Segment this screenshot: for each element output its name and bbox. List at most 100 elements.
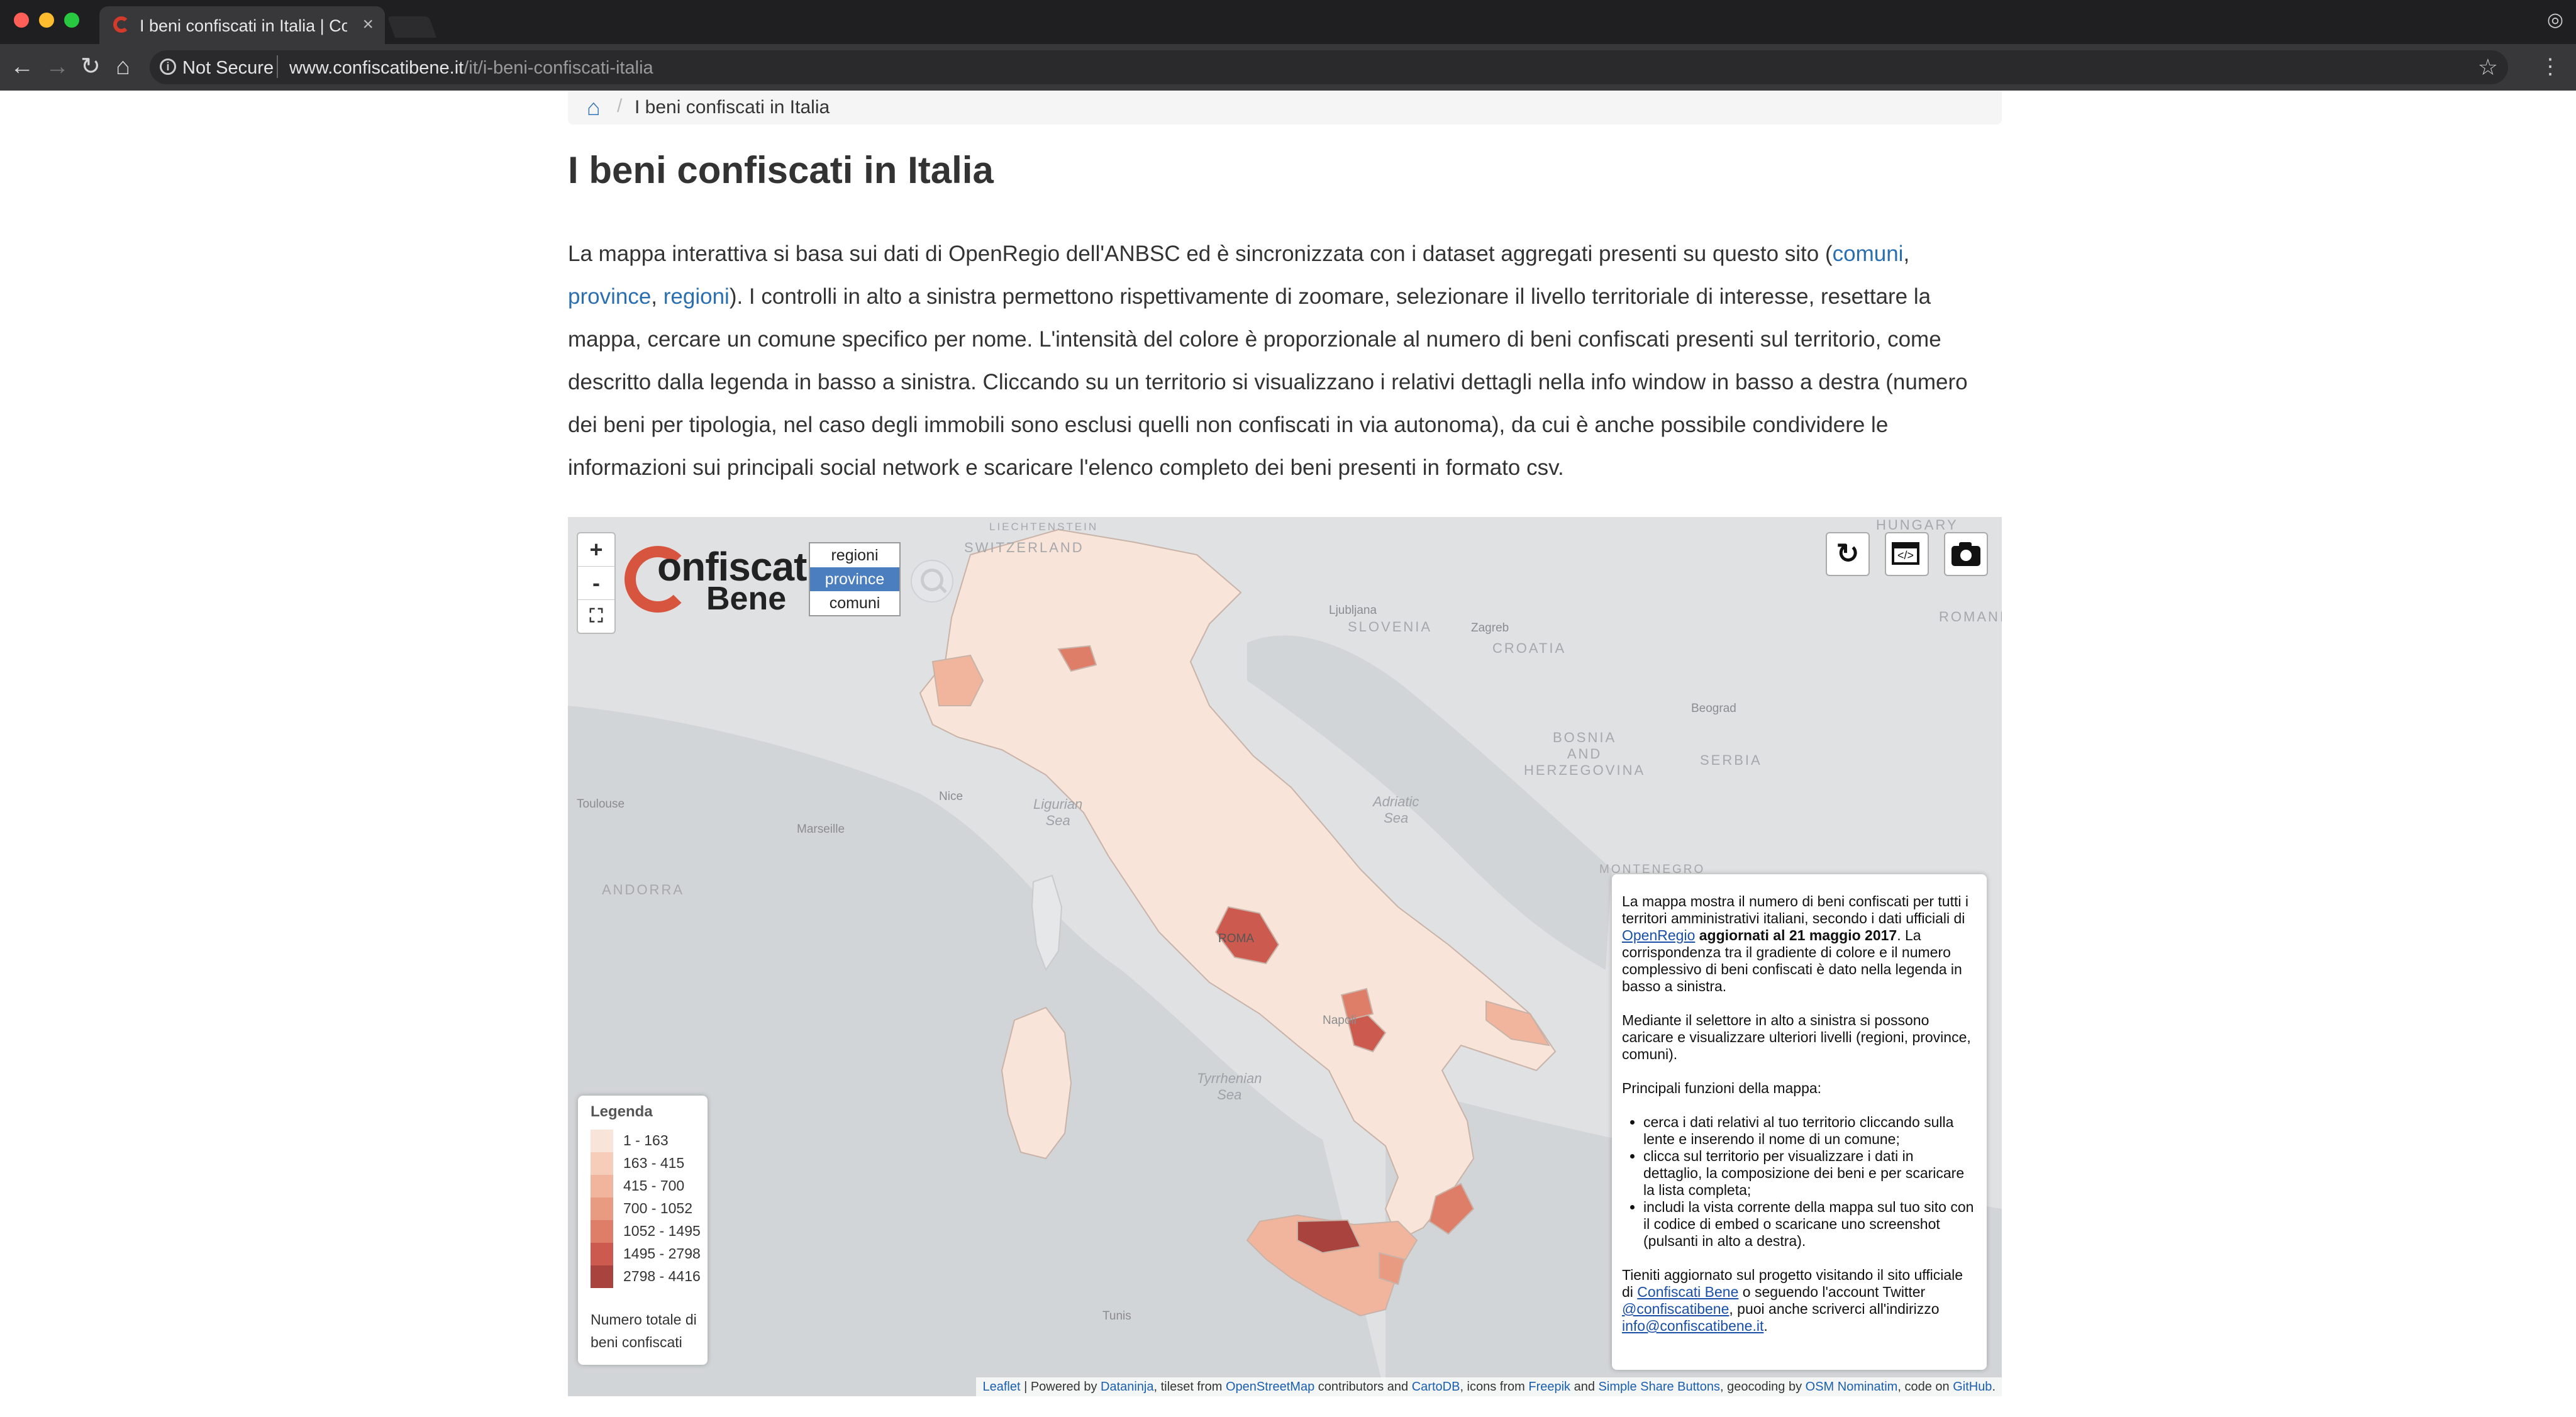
legend-label: 1495 - 2798 [623, 1245, 701, 1262]
sardinia-landmass [1001, 1006, 1072, 1160]
province-palermo [1297, 1219, 1362, 1254]
link-comuni[interactable]: comuni [1832, 242, 1904, 266]
legend-label: 1 - 163 [623, 1132, 669, 1148]
confiscati-bene-logo[interactable]: onfiscati Bene [625, 541, 818, 617]
legend-item: 163 - 415 [591, 1152, 710, 1175]
map-legend: Legenda 1 - 163 163 - 415 415 - 700 700 … [578, 1096, 708, 1365]
link-confiscati-bene[interactable]: Confiscati Bene [1637, 1284, 1739, 1300]
link-openregio[interactable]: OpenRegio [1622, 927, 1696, 943]
attr-text: , geocoding by [1719, 1380, 1806, 1394]
reset-map-button[interactable]: ↻ [1826, 532, 1870, 576]
label-marseille: Marseille [797, 823, 845, 836]
link-openstreetmap[interactable]: OpenStreetMap [1226, 1380, 1315, 1394]
logo-text-confiscati: onfiscati [657, 544, 818, 589]
menu-icon[interactable]: ⋮ [2540, 55, 2561, 79]
intro-sep-1: , [1903, 242, 1910, 266]
label-toulouse: Toulouse [577, 797, 625, 811]
legend-swatch [591, 1152, 613, 1175]
info-window: La mappa mostra il numero di beni confis… [1612, 874, 1987, 1370]
window-close-button[interactable] [14, 13, 29, 28]
legend-label: 700 - 1052 [623, 1200, 692, 1216]
level-option-comuni[interactable]: comuni [829, 594, 880, 612]
label-ligurian-sea: Ligurian Sea [1033, 796, 1083, 828]
reload-icon: ↻ [1836, 538, 1860, 569]
browser-tab-bar: I beni confiscati in Italia | Confi × ◎ [0, 0, 2576, 44]
url-text[interactable]: www.confiscatibene.it/it/i-beni-confisca… [289, 58, 653, 79]
link-osm-nominatim[interactable]: OSM Nominatim [1805, 1380, 1898, 1394]
label-hungary: HUNGARY [1876, 517, 1958, 533]
search-button[interactable] [911, 560, 953, 603]
url-separator [277, 55, 278, 78]
attr-text: . [1992, 1380, 1996, 1394]
info-paragraph-4: Tieniti aggiornato sul progetto visitand… [1622, 1267, 1974, 1335]
zoom-out-button[interactable]: - [578, 567, 614, 600]
legend-title: Legenda [591, 1103, 653, 1120]
intro-text-1: La mappa interattiva si basa sui dati di… [568, 242, 1833, 266]
reload-icon[interactable]: ↻ [80, 53, 101, 80]
info-update-date: aggiornati al 21 maggio 2017 [1695, 927, 1897, 943]
level-option-regioni[interactable]: regioni [831, 547, 879, 564]
attr-text: and [1570, 1380, 1599, 1394]
info-feature-item: clicca sul territorio per visualizzare i… [1643, 1148, 1974, 1199]
screenshot-button[interactable] [1944, 532, 1988, 576]
link-github[interactable]: GitHub [1953, 1380, 1992, 1394]
label-roma: ROMA [1218, 932, 1254, 945]
legend-item: 2798 - 4416 [591, 1265, 710, 1288]
label-romania: ROMANIA [1939, 609, 2002, 625]
link-dataninja[interactable]: Dataninja [1101, 1380, 1154, 1394]
legend-swatch [591, 1175, 613, 1198]
browser-tab[interactable]: I beni confiscati in Italia | Confi × [99, 6, 385, 44]
link-freepik[interactable]: Freepik [1528, 1380, 1571, 1394]
not-secure-label[interactable]: Not Secure [182, 58, 274, 78]
intro-sep-2: , [651, 284, 663, 309]
province-reggio-calabria [1428, 1182, 1475, 1235]
search-icon [921, 569, 943, 591]
window-minimize-button[interactable] [39, 13, 54, 28]
label-nice: Nice [939, 790, 963, 803]
address-bar[interactable]: i Not Secure www.confiscatibene.it/it/i-… [150, 50, 2508, 84]
info-icon[interactable]: i [160, 58, 176, 75]
label-adriatic-sea: Adriatic Sea [1373, 794, 1419, 826]
link-leaflet[interactable]: Leaflet [982, 1380, 1021, 1394]
label-zagreb: Zagreb [1471, 621, 1509, 635]
home-icon[interactable]: ⌂ [116, 53, 130, 80]
tab-close-button[interactable]: × [362, 14, 374, 35]
info-text: Tieniti aggiornato sul progetto visitand… [1622, 1267, 1963, 1300]
intro-paragraph: La mappa interattiva si basa sui dati di… [568, 233, 2002, 489]
star-icon[interactable]: ☆ [2477, 54, 2498, 80]
breadcrumb-home-icon[interactable]: ⌂ [587, 94, 601, 120]
browser-toolbar: ← → ↻ ⌂ i Not Secure www.confiscatibene.… [0, 44, 2576, 91]
zoom-in-button[interactable]: + [578, 533, 614, 567]
info-feature-item: includi la vista corrente della mappa su… [1643, 1199, 1974, 1250]
link-regioni[interactable]: regioni [663, 284, 730, 309]
info-feature-list: cerca i dati relativi al tuo territorio … [1622, 1114, 1974, 1250]
legend-swatch [591, 1220, 613, 1243]
back-icon[interactable]: ← [10, 53, 34, 80]
link-email[interactable]: info@confiscatibene.it [1622, 1318, 1764, 1334]
link-simple-share-buttons[interactable]: Simple Share Buttons [1598, 1380, 1720, 1394]
link-twitter[interactable]: @confiscatibene [1622, 1301, 1729, 1317]
embed-code-button[interactable]: </> [1885, 532, 1929, 576]
legend-item: 1495 - 2798 [591, 1243, 710, 1265]
link-cartodb[interactable]: CartoDB [1411, 1380, 1460, 1394]
legend-swatch [591, 1243, 613, 1265]
camera-icon-lens [1960, 550, 1972, 561]
incognito-icon[interactable]: ◎ [2546, 9, 2563, 30]
label-ljubljana: Ljubljana [1329, 604, 1377, 617]
legend-label: 163 - 415 [623, 1155, 685, 1171]
level-option-province[interactable]: province [810, 567, 899, 591]
forward-icon[interactable]: → [45, 53, 69, 80]
link-province[interactable]: province [568, 284, 652, 309]
info-text: o seguendo l'account Twitter [1738, 1284, 1926, 1300]
breadcrumb-separator: / [617, 96, 623, 116]
zoom-control: + - ⛶ [577, 532, 616, 634]
legend-item: 1 - 163 [591, 1130, 710, 1152]
fit-bounds-icon[interactable]: ⛶ [589, 606, 603, 626]
new-tab-button[interactable] [387, 16, 437, 38]
label-montenegro: MONTENEGRO [1599, 863, 1706, 876]
interactive-map[interactable]: SWITZERLAND LIECHTENSTEIN HUNGARY SLOVEN… [568, 517, 2002, 1396]
attr-text: , code on [1897, 1380, 1953, 1394]
label-bosnia: BOSNIA AND HERZEGOVINA [1524, 730, 1646, 778]
province-catania [1379, 1252, 1406, 1286]
window-maximize-button[interactable] [64, 13, 79, 28]
